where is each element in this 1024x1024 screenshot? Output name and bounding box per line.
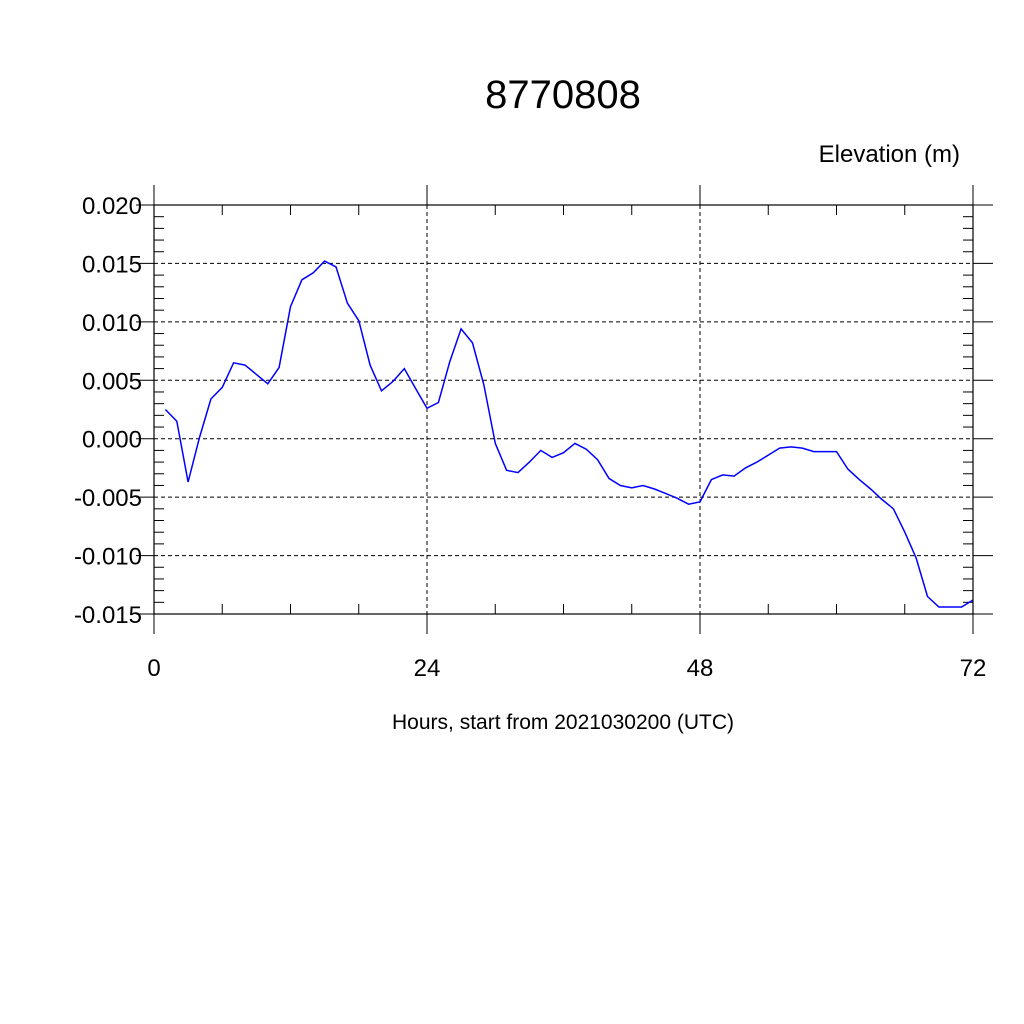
plot-frame	[153, 204, 974, 615]
x-tick-label: 72	[960, 655, 987, 682]
y-tick-label: 0.020	[82, 193, 142, 220]
tick-labels: -0.015 -0.010 -0.005 0.000 0.005 0.010 0.015 0.…	[74, 193, 986, 682]
y-tick-label: -0.005	[74, 485, 142, 512]
y-tick-label: 0.000	[82, 427, 142, 454]
y-axis-label: Elevation (m)	[819, 141, 960, 168]
grid	[154, 205, 973, 614]
axis-ticks	[136, 185, 993, 634]
x-axis-label: Hours, start from 2021030200 (UTC)	[392, 711, 734, 734]
y-tick-label: -0.015	[74, 602, 142, 629]
x-tick-label: 24	[414, 655, 441, 682]
y-tick-label: -0.010	[74, 544, 142, 571]
x-tick-label: 0	[147, 655, 160, 682]
x-tick-label: 48	[687, 655, 714, 682]
chart-title: 8770808	[485, 73, 641, 117]
y-tick-label: 0.005	[82, 368, 142, 395]
y-tick-label: 0.010	[82, 310, 142, 337]
series-line	[164, 260, 974, 608]
y-tick-label: 0.015	[82, 251, 142, 278]
